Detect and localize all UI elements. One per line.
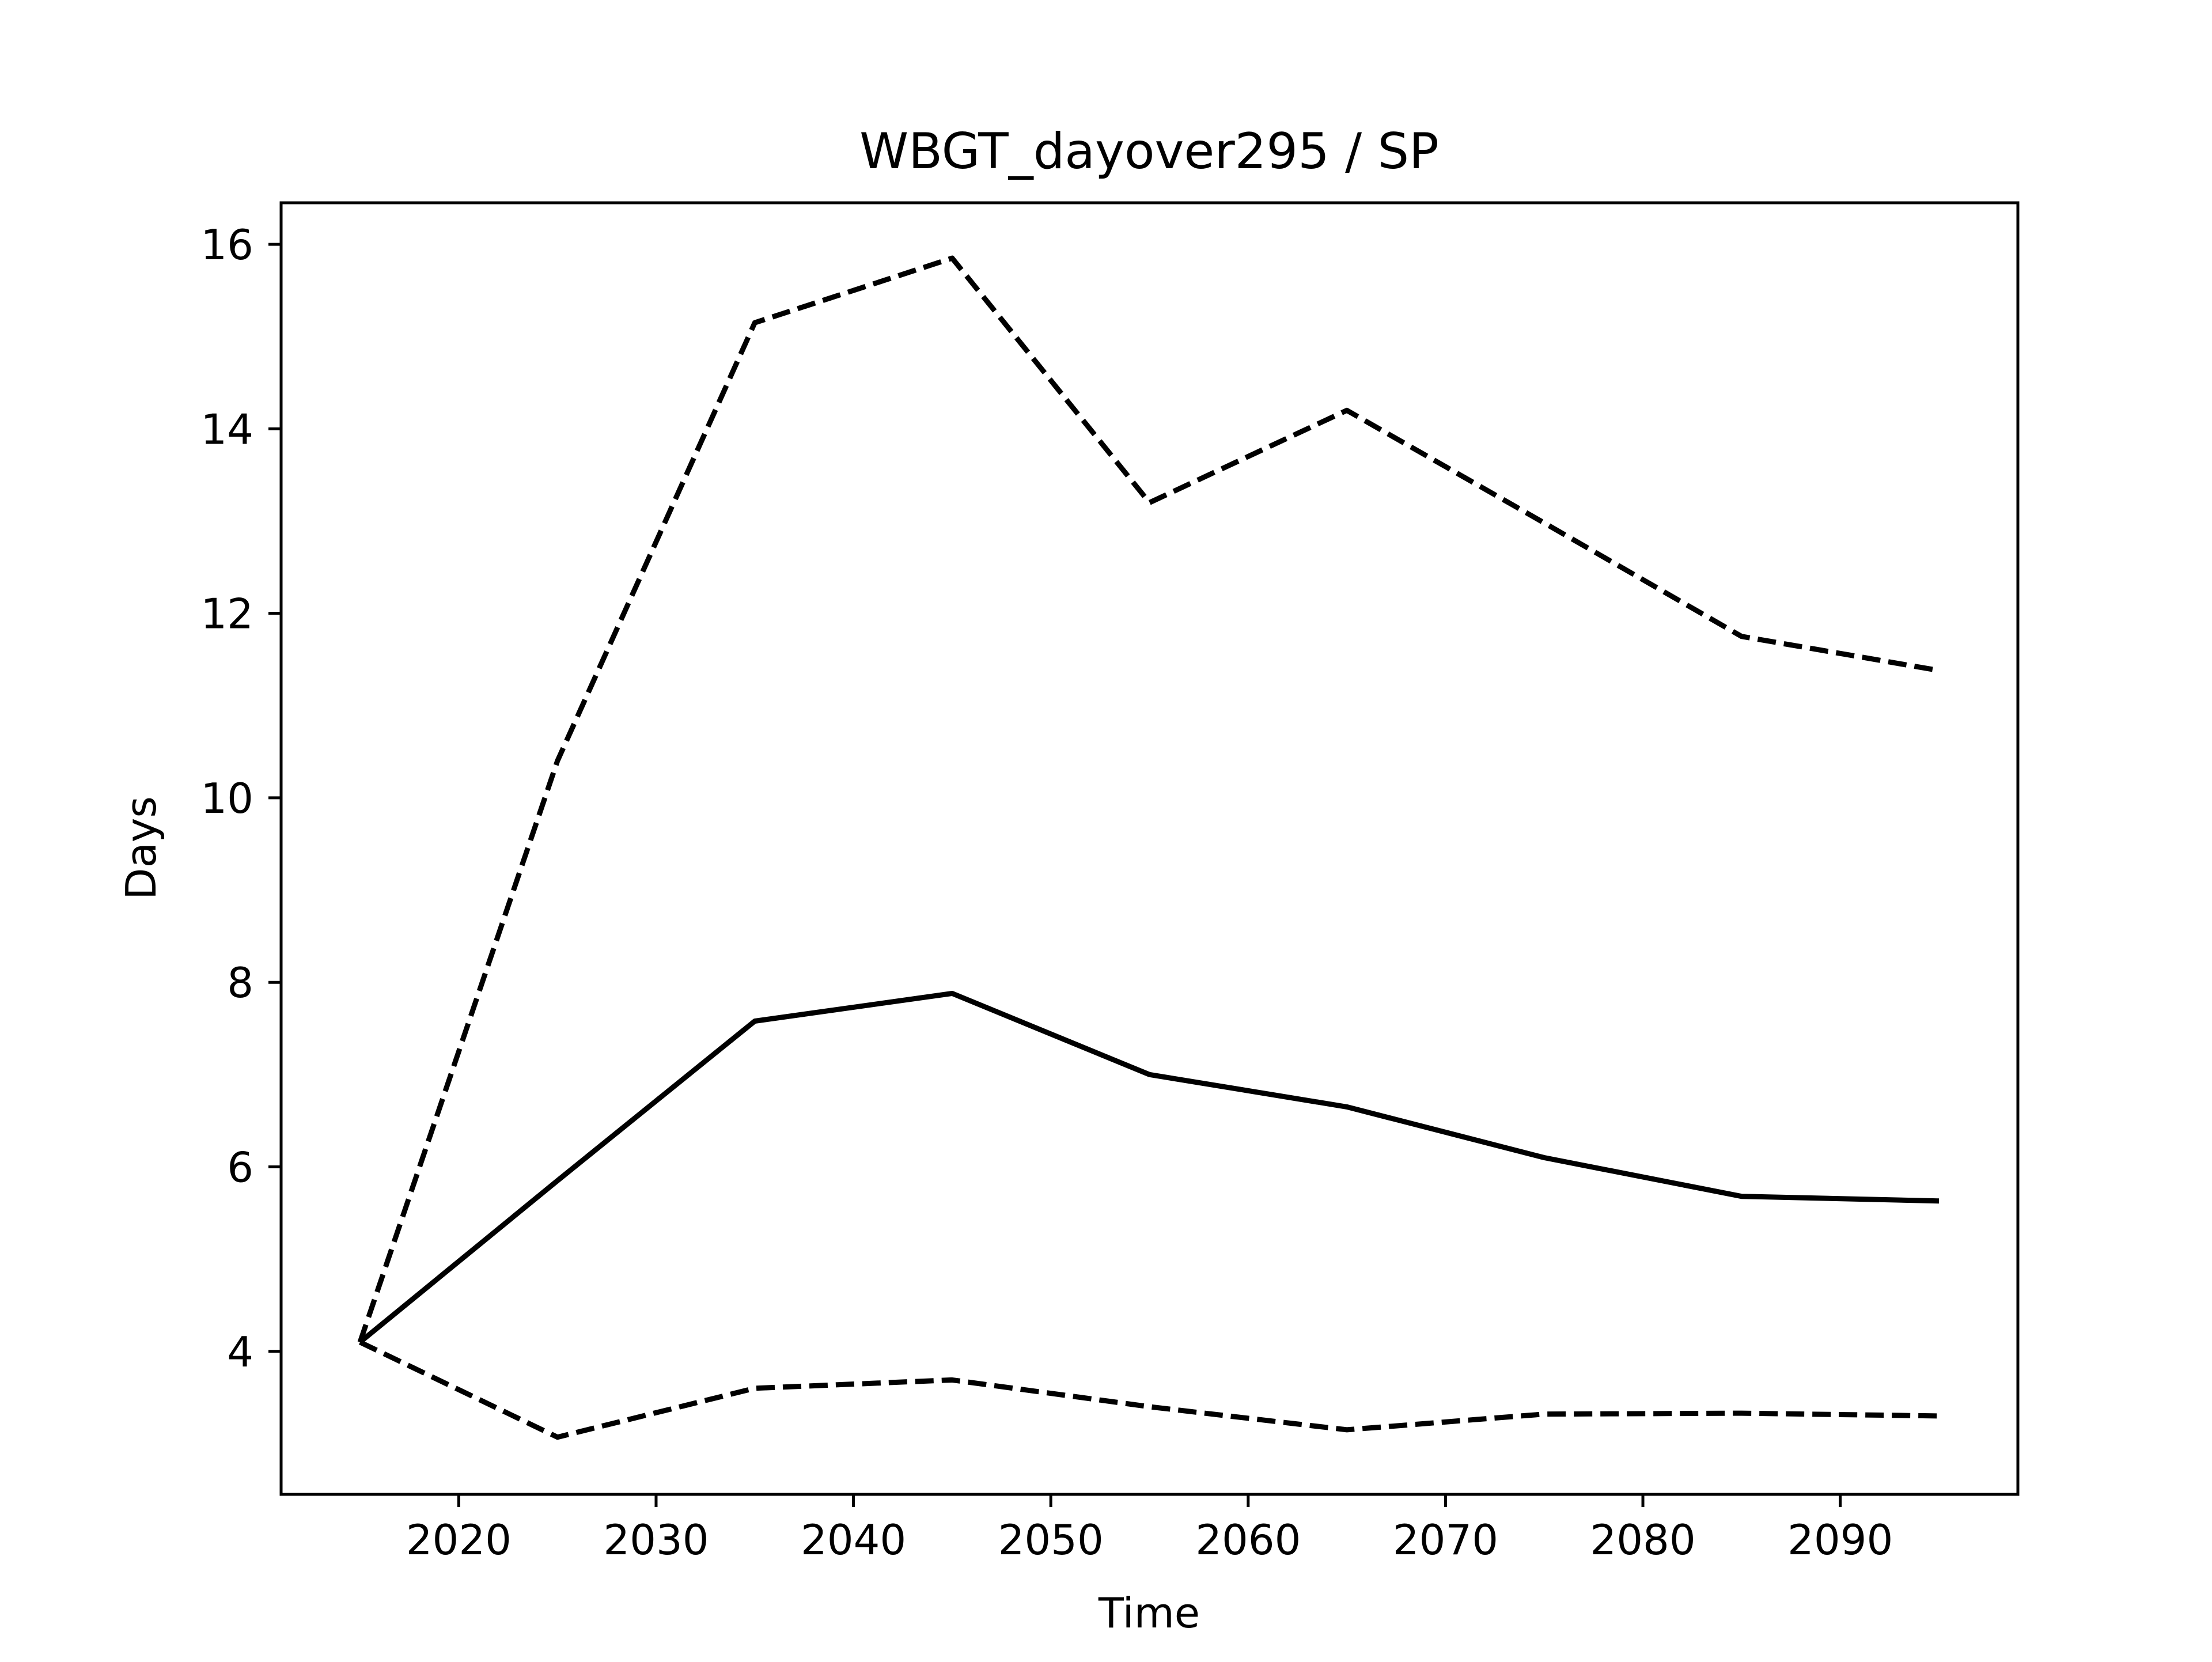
x-tick-label: 2020 (406, 1516, 512, 1564)
x-tick-label: 2050 (998, 1516, 1104, 1564)
plot-area: 2020 2030 2040 2050 2060 2070 2080 2090 4 6 8 10 12 1… (200, 221, 1940, 1564)
plot-frame (279, 201, 2020, 1496)
x-tick-label: 2070 (1393, 1516, 1498, 1564)
x-tick-label: 2080 (1590, 1516, 1695, 1564)
y-tick-label: 14 (200, 405, 253, 453)
x-tick-label: 2030 (603, 1516, 709, 1564)
y-tick-label: 12 (200, 590, 253, 638)
y-tick-label: 8 (227, 959, 253, 1007)
chart-title: WBGT_dayover295 / SP (859, 123, 1439, 180)
y-axis-label: Days (117, 796, 165, 900)
y-tick-label: 10 (200, 774, 253, 823)
upper-dashed-series-line (357, 255, 1940, 1343)
y-tick-label: 4 (227, 1328, 253, 1376)
x-tick-label: 2060 (1195, 1516, 1301, 1564)
x-axis-label: Time (1098, 1589, 1200, 1637)
y-tick-label: 6 (227, 1143, 253, 1191)
solid-series-line (358, 990, 1940, 1345)
x-tick-label: 2040 (801, 1516, 906, 1564)
x-tick-label: 2090 (1787, 1516, 1893, 1564)
y-tick-label: 16 (200, 221, 253, 269)
